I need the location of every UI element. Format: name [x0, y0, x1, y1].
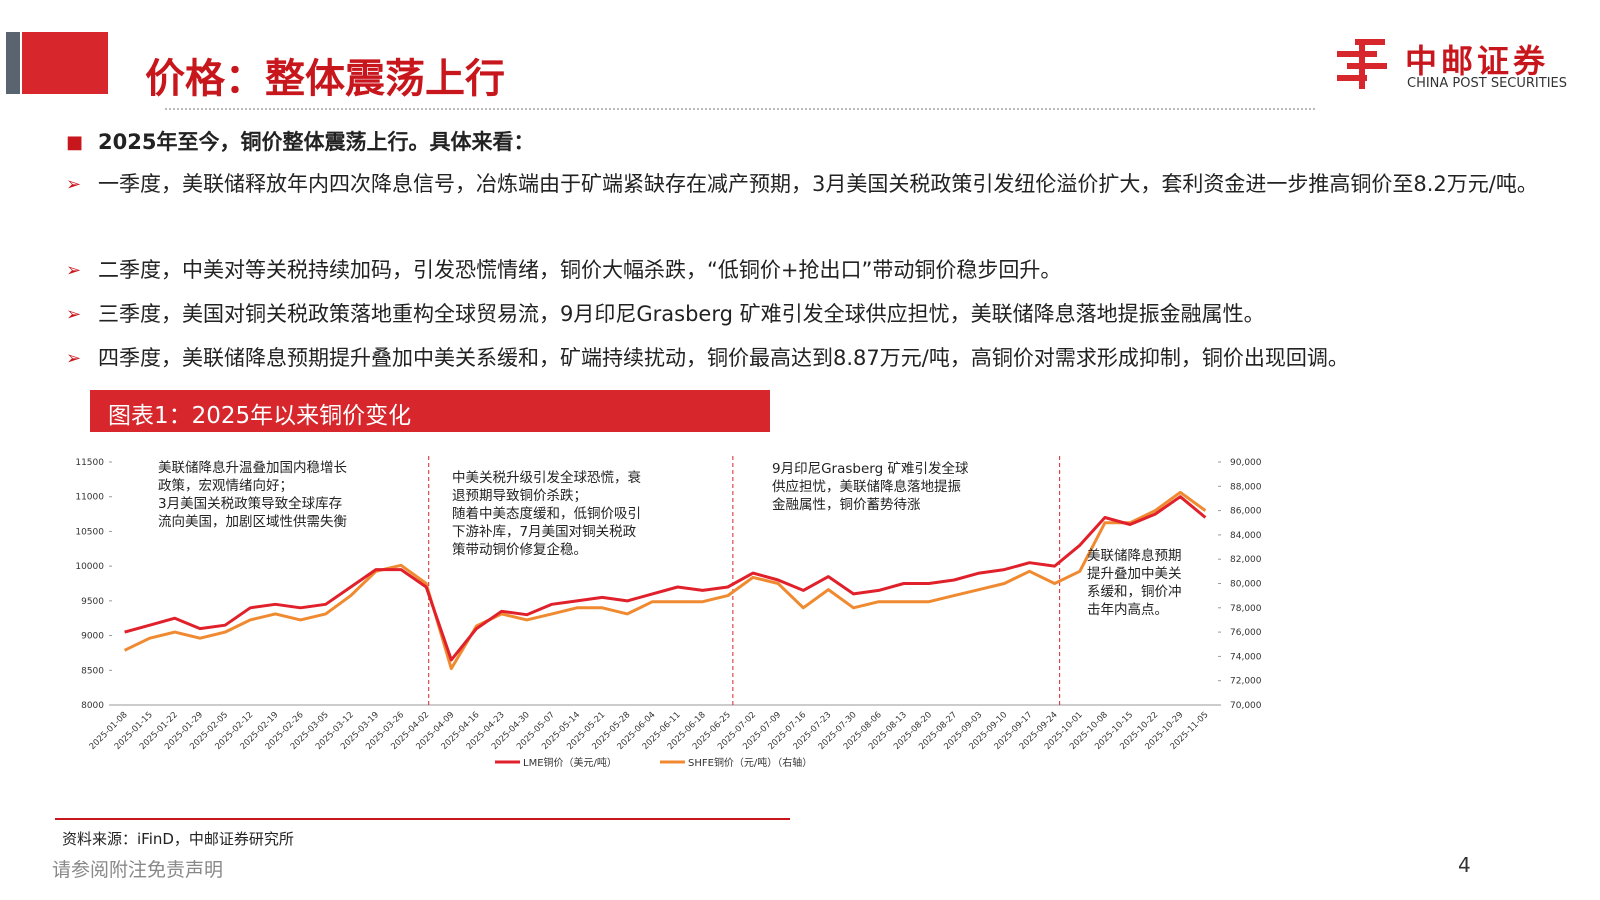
bullet-text: 2025年至今，铜价整体震荡上行。具体来看： — [98, 130, 535, 154]
figure-title-bar — [90, 390, 770, 432]
source-rule — [55, 818, 790, 820]
y2-tick-label: 90,000 — [1230, 458, 1262, 468]
accent-gray — [6, 32, 20, 94]
y2-tick-label: 70,000 — [1230, 701, 1262, 711]
annotation: 金融属性，铜价蓄势待涨 — [772, 497, 921, 513]
y-tick-label: 8000 — [81, 701, 104, 711]
annotation: 击年内高点。 — [1087, 601, 1168, 618]
disclaimer: 请参阅附注免责声明 — [52, 859, 224, 881]
y-tick-label: 11000 — [75, 493, 104, 503]
logo-subtext: CHINA POST SECURITIES — [1407, 76, 1567, 91]
bullet-marker: ➢ — [66, 174, 82, 195]
y-tick-label: 9500 — [81, 597, 104, 607]
bullet-marker: ■ — [66, 132, 84, 153]
y2-tick-label: 74,000 — [1230, 652, 1262, 662]
bullet-text: 四季度，美联储降息预期提升叠加中美关系缓和，矿端持续扰动，铜价最高达到8.87万… — [98, 346, 1349, 370]
bullet-text: 一季度，美联储释放年内四次降息信号，冶炼端由于矿端紧缺存在减产预期，3月美国关税… — [98, 172, 1538, 196]
y-tick-label: 8500 — [81, 666, 104, 676]
title-rule — [165, 108, 1315, 110]
legend-label: LME铜价（美元/吨） — [523, 756, 617, 769]
series-line — [124, 495, 1207, 662]
annotation: 策带动铜价修复企稳。 — [452, 541, 587, 558]
source: 资料来源：iFinD，中邮证券研究所 — [62, 830, 294, 848]
annotation: 提升叠加中美关 — [1087, 566, 1182, 582]
y2-tick-label: 78,000 — [1230, 604, 1262, 614]
annotation: 9月印尼Grasberg 矿难引发全球 — [772, 460, 969, 477]
logo-icon — [1337, 39, 1387, 89]
bullet-marker: ➢ — [66, 348, 82, 369]
annotation: 3月美国关税政策导致全球库存 — [158, 495, 342, 512]
legend-label: SHFE铜价（元/吨）（右轴） — [688, 756, 812, 769]
annotation: 流向美国，加剧区域性供需失衡 — [158, 514, 347, 530]
y-tick-label: 10000 — [75, 562, 104, 572]
bullet-text: 二季度，中美对等关税持续加码，引发恐慌情绪，铜价大幅杀跌，“低铜价+抢出口”带动… — [98, 258, 1062, 282]
y2-tick-label: 88,000 — [1230, 482, 1262, 492]
y2-tick-label: 82,000 — [1230, 555, 1262, 565]
bullet-marker: ➢ — [66, 304, 82, 325]
y2-tick-label: 86,000 — [1230, 507, 1262, 517]
y2-tick-label: 76,000 — [1230, 628, 1262, 638]
slide-title: 价格：整体震荡上行 — [145, 56, 505, 102]
series-line — [123, 490, 1207, 671]
bullet-marker: ➢ — [66, 260, 82, 281]
accent-red — [22, 32, 108, 94]
annotation: 下游补库，7月美国对铜关税政 — [452, 524, 637, 540]
y-tick-label: 11500 — [75, 458, 104, 468]
annotation: 美联储降息升温叠加国内稳增长 — [158, 459, 347, 476]
figure-title: 图表1：2025年以来铜价变化 — [108, 403, 412, 429]
annotation: 政策，宏观情绪向好； — [158, 477, 293, 494]
y2-tick-label: 84,000 — [1230, 531, 1262, 541]
bullet-text: 三季度，美国对铜关税政策落地重构全球贸易流，9月印尼Grasberg 矿难引发全… — [98, 302, 1265, 326]
chart: 8000 8500 9000 9500 10000 10500 11000 11500 70,0… — [75, 456, 1262, 769]
y-tick-label: 9000 — [81, 632, 104, 642]
page-number: 4 — [1458, 853, 1471, 877]
y2-tick-label: 80,000 — [1230, 580, 1262, 590]
annotation: 中美关税升级引发全球恐慌，衰 — [452, 469, 641, 486]
annotation: 美联储降息预期 — [1087, 547, 1182, 564]
annotation: 系缓和，铜价冲 — [1087, 584, 1182, 600]
annotation: 退预期导致铜价杀跌； — [452, 488, 587, 504]
annotation: 供应担忧，美联储降息落地提振 — [772, 478, 961, 495]
logo-text: 中邮证券 — [1405, 42, 1550, 80]
y-tick-label: 10500 — [75, 527, 104, 537]
y2-tick-label: 72,000 — [1230, 677, 1262, 687]
annotation: 随着中美态度缓和，低铜价吸引 — [452, 505, 641, 522]
